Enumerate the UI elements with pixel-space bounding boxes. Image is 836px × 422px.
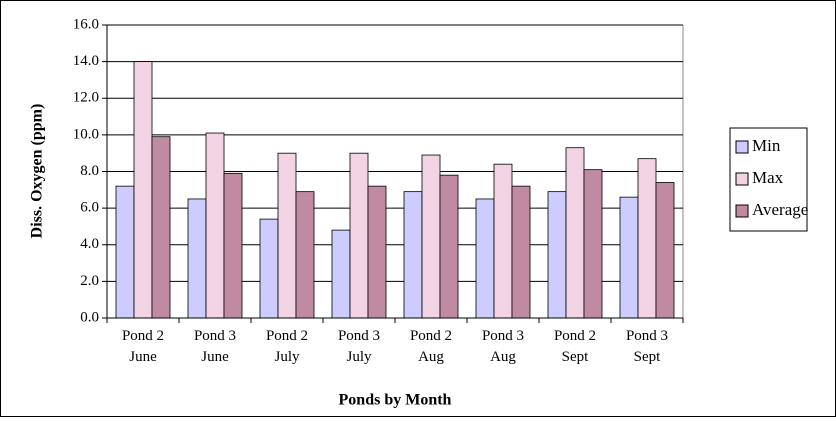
x-tick-label: Pond 3 Sept bbox=[626, 328, 668, 365]
bar bbox=[259, 218, 279, 319]
y-tick-label: 6.0 bbox=[80, 200, 99, 216]
bar bbox=[223, 172, 243, 319]
bar bbox=[493, 163, 513, 319]
y-tick-label: 10.0 bbox=[73, 126, 99, 142]
legend-swatch bbox=[735, 172, 749, 186]
x-tick-label: Pond 3 Aug bbox=[482, 328, 524, 365]
y-tick-label: 2.0 bbox=[80, 273, 99, 289]
y-tick-label: 8.0 bbox=[80, 163, 99, 179]
bar bbox=[151, 136, 171, 319]
bar bbox=[565, 147, 585, 319]
x-tick-label: Pond 3 July bbox=[338, 328, 380, 365]
bar bbox=[133, 61, 153, 319]
bar bbox=[547, 191, 567, 319]
x-tick-label: Pond 2 June bbox=[122, 328, 164, 365]
bar bbox=[655, 182, 675, 319]
bar bbox=[619, 196, 639, 319]
bar bbox=[421, 154, 441, 319]
bar bbox=[637, 158, 657, 319]
x-axis-title: Ponds by Month bbox=[339, 392, 452, 409]
y-axis-title: Diss. Oxygen (ppm) bbox=[29, 104, 46, 239]
legend-swatch bbox=[735, 204, 749, 218]
legend-label: Average bbox=[752, 200, 808, 219]
bar bbox=[115, 185, 135, 319]
legend-swatch bbox=[735, 140, 749, 154]
bar bbox=[295, 191, 315, 319]
legend-label: Max bbox=[752, 168, 784, 187]
y-tick-label: 4.0 bbox=[80, 236, 99, 252]
y-tick-label: 12.0 bbox=[73, 90, 99, 106]
x-tick-label: Pond 2 Sept bbox=[554, 328, 596, 365]
bar bbox=[583, 169, 603, 319]
bar bbox=[205, 132, 225, 319]
bar bbox=[331, 229, 351, 319]
bar bbox=[403, 191, 423, 319]
bar bbox=[439, 174, 459, 319]
y-tick-label: 16.0 bbox=[73, 16, 99, 32]
legend-label: Min bbox=[752, 136, 781, 155]
bar bbox=[277, 152, 297, 319]
x-tick-label: Pond 2 July bbox=[266, 328, 308, 365]
x-tick-label: Pond 3 June bbox=[194, 328, 236, 365]
bar bbox=[475, 198, 495, 319]
y-tick-label: 14.0 bbox=[73, 53, 99, 69]
x-tick-label: Pond 2 Aug bbox=[410, 328, 452, 365]
bar bbox=[349, 152, 369, 319]
y-tick-label: 0.0 bbox=[80, 309, 99, 325]
bar bbox=[367, 185, 387, 319]
bar bbox=[511, 185, 531, 319]
bar bbox=[187, 198, 207, 319]
